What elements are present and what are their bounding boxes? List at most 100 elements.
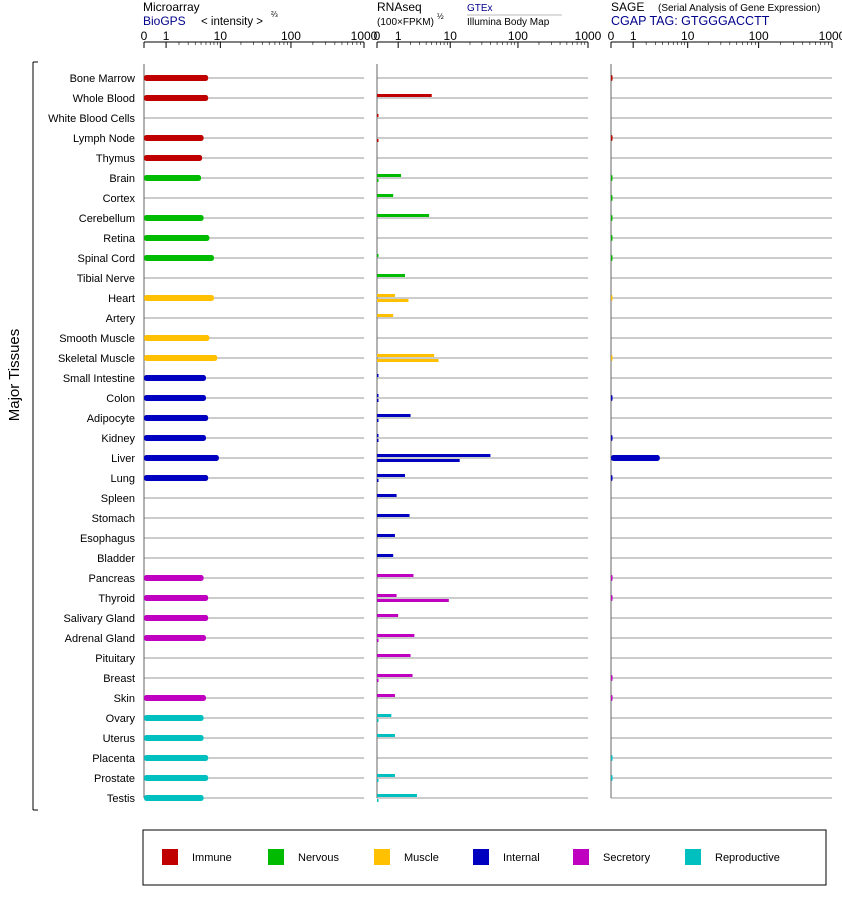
bar-rnaseq-gtex [377, 654, 411, 657]
bar-rnaseq-gtex [377, 534, 395, 537]
legend-swatch-secretory [573, 849, 589, 865]
tick-label-ma-3: 100 [281, 29, 301, 43]
panel2-subtitle-exponent: ½ [437, 12, 444, 21]
bar-microarray [144, 335, 210, 341]
tissue-label: Retina [103, 233, 136, 245]
bar-rnaseq-ibm [377, 799, 379, 802]
panel1-subtitle: BioGPS [143, 14, 186, 28]
tissue-label: Cerebellum [79, 213, 135, 225]
panel2-source-bottom: Illumina Body Map [467, 17, 550, 28]
bar-rnaseq-ibm [377, 719, 379, 722]
tissue-label: Bladder [97, 553, 135, 565]
bar-microarray [144, 375, 206, 381]
panel3-title-note: (Serial Analysis of Gene Expression) [658, 3, 820, 14]
bar-rnaseq-ibm [377, 439, 379, 442]
tissue-label: Pituitary [95, 653, 135, 665]
bar-microarray [144, 755, 209, 761]
axis-ticks-layer: 011010010000110100100001101001000 [141, 29, 842, 48]
group-label: Major Tissues [6, 329, 23, 422]
tissue-label: Spleen [101, 493, 135, 505]
bar-rnaseq-gtex [377, 194, 394, 197]
tissue-label: Ovary [106, 713, 136, 725]
bar-rnaseq-gtex [377, 514, 410, 517]
bar-microarray [144, 455, 219, 461]
tissue-label: Skin [114, 693, 135, 705]
tick-label-rna-4: 1000 [575, 29, 602, 43]
tissue-label: Esophagus [80, 533, 136, 545]
bar-sage [611, 775, 613, 781]
bar-microarray [144, 95, 209, 101]
legend: Immune Nervous Muscle Internal Secretory Repr… [162, 849, 780, 865]
bar-sage [611, 455, 660, 461]
bar-rnaseq-ibm [377, 419, 379, 422]
bar-rnaseq-ibm [377, 459, 460, 462]
legend-swatch-reproductive [685, 849, 701, 865]
bar-rnaseq-ibm [377, 679, 379, 682]
bar-microarray [144, 295, 214, 301]
bar-rnaseq-gtex [377, 214, 430, 217]
tissue-label: Smooth Muscle [59, 333, 135, 345]
tissue-label: Thyroid [98, 593, 135, 605]
bar-rnaseq-gtex [377, 554, 394, 557]
bar-sage [611, 395, 613, 401]
tissue-label: Tibial Nerve [77, 273, 135, 285]
tick-label-ma-2: 10 [214, 29, 228, 43]
panel1-title: Microarray [143, 0, 200, 14]
tissue-label: Spinal Cord [78, 253, 135, 265]
bar-microarray [144, 175, 202, 181]
bar-microarray [144, 475, 209, 481]
tissue-label: Liver [111, 453, 135, 465]
bar-sage [611, 235, 613, 241]
panel1-note: < intensity > [201, 16, 263, 28]
legend-swatch-muscle [374, 849, 390, 865]
tissue-label: Uterus [103, 733, 136, 745]
panel2-source-top: GTEx [467, 3, 493, 14]
bar-sage [611, 295, 613, 301]
bar-microarray [144, 715, 204, 721]
bar-microarray [144, 215, 204, 221]
tissue-label: Stomach [92, 513, 135, 525]
tissue-label: Brain [109, 173, 135, 185]
bar-sage [611, 695, 613, 701]
bar-sage [611, 675, 613, 681]
bar-rnaseq-ibm [377, 179, 379, 182]
bar-microarray [144, 255, 214, 261]
bar-rnaseq-ibm [377, 299, 409, 302]
tissue-label: Small Intestine [63, 373, 135, 385]
bar-rnaseq-ibm [377, 599, 449, 602]
legend-label-secretory: Secretory [603, 852, 651, 864]
tissue-label: Adrenal Gland [65, 633, 135, 645]
bar-microarray [144, 795, 204, 801]
legend-label-internal: Internal [503, 852, 540, 864]
legend-label-reproductive: Reproductive [715, 852, 780, 864]
bar-microarray [144, 355, 218, 361]
bar-microarray [144, 775, 209, 781]
bar-rnaseq-gtex [377, 774, 395, 777]
bar-rnaseq-ibm [377, 359, 439, 362]
bar-rnaseq-ibm [377, 779, 379, 782]
legend-label-immune: Immune [192, 852, 232, 864]
tissue-label: Whole Blood [73, 93, 135, 105]
tissue-label: Salivary Gland [63, 613, 135, 625]
bar-rnaseq-ibm [377, 639, 379, 642]
panel1-note-exponent: ⅔ [271, 10, 278, 19]
bar-sage [611, 135, 613, 141]
tissue-label: Thymus [96, 153, 136, 165]
bar-rnaseq-gtex [377, 634, 415, 637]
bar-sage [611, 175, 613, 181]
bar-microarray [144, 635, 206, 641]
tissue-label: White Blood Cells [48, 113, 135, 125]
bar-microarray [144, 735, 204, 741]
panel3-title: SAGE [611, 0, 644, 14]
bar-microarray [144, 235, 210, 241]
bar-rnaseq-gtex [377, 94, 432, 97]
panel3-subtitle: CGAP TAG: GTGGGACCTT [611, 14, 770, 28]
legend-label-muscle: Muscle [404, 852, 439, 864]
tick-label-ma-4: 1000 [351, 29, 378, 43]
bar-microarray [144, 155, 203, 161]
tissue-label: Heart [108, 293, 135, 305]
bar-rnaseq-gtex [377, 274, 405, 277]
panel2-subtitle: (100×FPKM) [377, 17, 434, 28]
tissue-label: Pancreas [89, 573, 136, 585]
tick-label-sage-1: 1 [630, 29, 637, 43]
